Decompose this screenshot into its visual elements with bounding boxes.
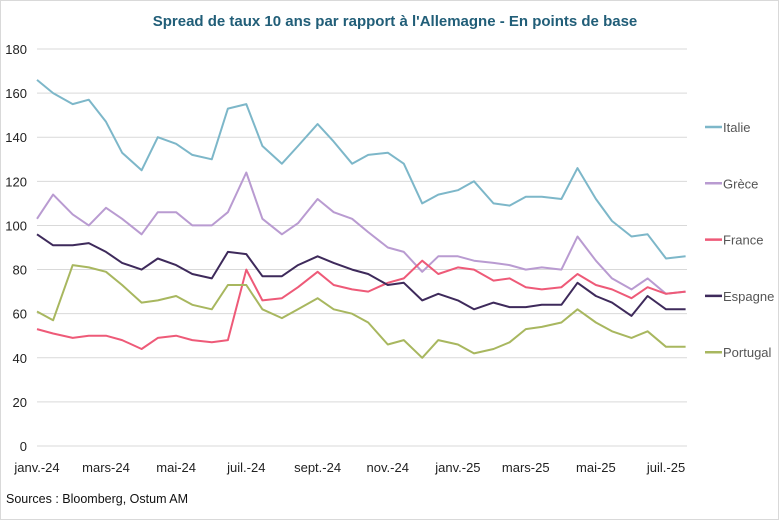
legend-label: France [723, 233, 763, 248]
y-tick-label: 180 [5, 42, 27, 57]
x-tick-label: sept.-24 [294, 460, 341, 475]
y-tick-label: 160 [5, 86, 27, 101]
chart-title: Spread de taux 10 ans par rapport à l'Al… [153, 13, 638, 30]
y-tick-label: 80 [13, 263, 27, 278]
x-tick-label: janv.-25 [434, 460, 480, 475]
legend-label: Grèce [723, 176, 758, 191]
x-tick-label: juil.-24 [226, 460, 265, 475]
y-tick-label: 40 [13, 351, 27, 366]
series-line-portugal [36, 264, 686, 359]
series-line-italie [36, 79, 686, 260]
legend-label: Portugal [723, 345, 772, 360]
x-tick-label: mai-25 [576, 460, 616, 475]
x-tick-label: mars-24 [82, 460, 130, 475]
y-tick-label: 100 [5, 218, 27, 233]
x-tick-label: mars-25 [502, 460, 550, 475]
y-tick-label: 60 [13, 307, 27, 322]
legend-label: Italie [723, 120, 750, 135]
series-line-espagne [36, 233, 686, 317]
y-tick-label: 20 [13, 395, 27, 410]
x-tick-label: mai-24 [156, 460, 196, 475]
y-tick-label: 0 [20, 439, 27, 454]
series-line-france [36, 259, 686, 350]
legend-label: Espagne [723, 289, 774, 304]
y-tick-label: 140 [5, 130, 27, 145]
y-tick-label: 120 [5, 174, 27, 189]
series-line-grèce [36, 171, 686, 295]
x-tick-label: janv.-24 [13, 460, 59, 475]
source-note: Sources : Bloomberg, Ostum AM [6, 492, 188, 506]
x-tick-label: juil.-25 [646, 460, 685, 475]
x-tick-label: nov.-24 [367, 460, 409, 475]
